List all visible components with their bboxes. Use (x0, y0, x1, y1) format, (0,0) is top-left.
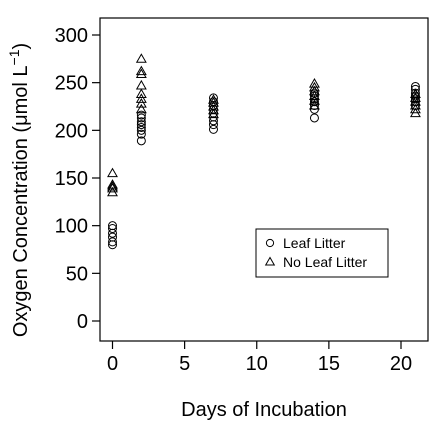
x-tick-label: 15 (318, 353, 340, 375)
legend-label-no-leaf-litter: No Leaf Litter (283, 254, 367, 270)
point-leaf-litter (136, 117, 146, 127)
y-axis-title-unit: mol L (10, 65, 32, 114)
point-no-leaf-litter (308, 99, 320, 110)
point-leaf-litter (136, 125, 146, 135)
point-leaf-litter (309, 97, 319, 107)
point-leaf-litter (136, 120, 146, 130)
point-leaf-litter (136, 129, 146, 139)
point-no-leaf-litter (308, 95, 320, 105)
point-no-leaf-litter (107, 179, 118, 189)
point-no-leaf-litter (135, 65, 147, 76)
y-tick-label: 300 (55, 25, 88, 47)
y-tick-label: 50 (66, 263, 88, 285)
data-points (107, 53, 421, 250)
x-axis-title: Days of Incubation (181, 399, 347, 421)
x-tick-label: 0 (107, 353, 118, 375)
point-leaf-litter (136, 136, 146, 146)
point-no-leaf-litter (308, 90, 320, 100)
point-no-leaf-litter (107, 180, 118, 191)
y-axis-title-close: ) (10, 43, 32, 50)
axes: 0 50 100 150 200 250 300 0 5 10 15 20 (55, 17, 429, 375)
point-no-leaf-litter (409, 88, 421, 99)
point-no-leaf-litter (135, 103, 147, 114)
point-leaf-litter (309, 113, 319, 123)
point-no-leaf-litter (135, 53, 147, 63)
point-no-leaf-litter (308, 78, 320, 88)
point-no-leaf-litter (208, 97, 219, 107)
point-leaf-litter (108, 224, 117, 234)
y-tick-label: 250 (55, 73, 88, 95)
y-tick-label: 0 (77, 311, 88, 333)
y-axis-title-mu: μ (10, 114, 32, 126)
point-leaf-litter (136, 110, 146, 120)
legend: Leaf Litter No Leaf Litter (255, 228, 389, 278)
plot-frame (99, 17, 429, 342)
y-axis-title-main: Oxygen Concentration ( (10, 126, 32, 338)
point-no-leaf-litter (135, 93, 147, 103)
legend-triangle-marker (264, 256, 276, 266)
legend-label-leaf-litter: Leaf Litter (283, 235, 346, 251)
point-leaf-litter (108, 232, 117, 242)
point-no-leaf-litter (208, 94, 219, 104)
point-no-leaf-litter (135, 88, 147, 99)
legend-circle-marker (265, 238, 275, 248)
point-leaf-litter (108, 237, 117, 247)
point-no-leaf-litter (135, 68, 147, 79)
x-tick-label: 20 (390, 353, 412, 375)
point-no-leaf-litter (107, 167, 118, 178)
y-tick-label: 100 (55, 216, 88, 238)
legend-box (255, 228, 389, 278)
point-leaf-litter (208, 124, 218, 134)
point-leaf-litter (410, 94, 420, 104)
point-no-leaf-litter (135, 79, 147, 90)
x-tick-label: 10 (246, 353, 268, 375)
y-tick-label: 150 (55, 168, 88, 190)
point-leaf-litter (136, 113, 146, 123)
point-leaf-litter (108, 221, 117, 231)
y-axis-title-exponent: −1 (6, 49, 22, 65)
point-leaf-litter (136, 122, 146, 132)
point-no-leaf-litter (135, 98, 147, 108)
x-tick-label: 5 (179, 353, 190, 375)
y-tick-label: 200 (55, 120, 88, 142)
y-axis-title: Oxygen Concentration (μmol L−1) (6, 43, 32, 337)
